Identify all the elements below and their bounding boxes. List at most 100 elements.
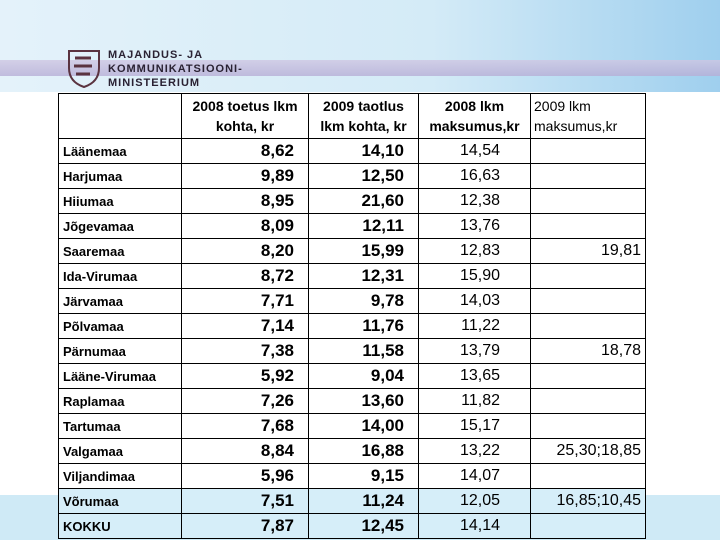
table-row: KOKKU 7,87 12,45 14,14: [58, 513, 646, 539]
table-cell: 12,11: [308, 213, 419, 239]
cell-text: 11,58: [362, 341, 404, 360]
table-row: Viljandimaa 5,96 9,15 14,07: [58, 463, 646, 489]
header-cell: 2009 lkm maksumus,kr: [530, 93, 646, 139]
table-cell: Viljandimaa: [58, 463, 182, 489]
cell-text: 8,84: [260, 441, 294, 460]
cell-text: 13,76: [459, 217, 500, 234]
table-cell: Harjumaa: [58, 163, 182, 189]
cell-text: 12,50: [361, 166, 404, 185]
table-cell: 15,90: [418, 263, 531, 289]
table-cell: [530, 213, 646, 239]
cell-text: 11,22: [461, 317, 500, 334]
logo-line: MAJANDUS- JA: [108, 49, 204, 61]
table-cell: 15,17: [418, 413, 531, 439]
table-cell: 7,71: [181, 288, 309, 314]
table-cell: [530, 313, 646, 339]
table-cell: 16,85;10,45: [530, 488, 646, 514]
table-cell: 14,14: [418, 513, 531, 539]
table-row: Ida-Virumaa 8,72 12,31 15,90: [58, 263, 646, 289]
table-cell: 11,58: [308, 338, 419, 364]
table-cell: Ida-Virumaa: [58, 263, 182, 289]
cell-text: 7,68: [260, 416, 294, 435]
table-cell: 5,92: [181, 363, 309, 389]
table-cell: 13,76: [418, 213, 531, 239]
table-cell: 7,87: [181, 513, 309, 539]
table-cell: 5,96: [181, 463, 309, 489]
header-band: [0, 0, 720, 92]
cell-text: 13,65: [459, 367, 500, 384]
header-text: 2009 taotlus: [323, 98, 404, 114]
cell-text: 11,76: [362, 316, 404, 335]
table-row: Harjumaa 9,89 12,50 16,63: [58, 163, 646, 189]
table-cell: [530, 263, 646, 289]
table-cell: 7,51: [181, 488, 309, 514]
cell-text: 19,81: [600, 242, 641, 259]
cell-text: 12,11: [362, 216, 404, 235]
table-cell: 12,50: [308, 163, 419, 189]
header-text: 2008 lkm: [444, 98, 505, 114]
cell-text: 14,10: [361, 141, 404, 160]
table-row: Läänemaa 8,62 14,10 14,54: [58, 138, 646, 164]
cell-text: 14,00: [361, 416, 404, 435]
header-cell: 2008 toetus lkm kohta, kr: [181, 93, 309, 139]
table-cell: 9,89: [181, 163, 309, 189]
table-cell: 14,00: [308, 413, 419, 439]
table-cell: 11,76: [308, 313, 419, 339]
cell-text: Läänemaa: [63, 143, 127, 159]
table-cell: Võrumaa: [58, 488, 182, 514]
header-cell: 2008 lkm maksumus,kr: [418, 93, 531, 139]
table-cell: 12,83: [418, 238, 531, 264]
cell-text: 8,95: [260, 191, 294, 210]
table-cell: [530, 188, 646, 214]
cell-text: 9,78: [370, 291, 404, 310]
header-text: 2008 toetus lkm: [192, 98, 298, 114]
table-row: Hiiumaa 8,95 21,60 12,38: [58, 188, 646, 214]
logo-text: MAJANDUS- JA KOMMUNIKATSIOONI- MINISTEERIU…: [108, 48, 243, 90]
cell-text: 12,05: [459, 492, 500, 509]
table-cell: 14,07: [418, 463, 531, 489]
table-cell: 21,60: [308, 188, 419, 214]
cell-text: Hiiumaa: [63, 193, 114, 209]
table-cell: 12,38: [418, 188, 531, 214]
table-cell: 13,65: [418, 363, 531, 389]
table-row: Raplamaa 7,26 13,60 11,82: [58, 388, 646, 414]
table-row: Jõgevamaa 8,09 12,11 13,76: [58, 213, 646, 239]
cell-text: 16,88: [361, 441, 404, 460]
cell-text: 7,71: [260, 291, 294, 310]
cell-text: 5,92: [260, 366, 294, 385]
data-table: 2008 toetus lkm kohta, kr 2009 taotlus lkm …: [58, 93, 646, 539]
logo-line: MINISTEERIUM: [108, 77, 201, 89]
table-row: Järvamaa 7,71 9,78 14,03: [58, 288, 646, 314]
cell-text: 12,83: [459, 242, 500, 259]
table-cell: 13,22: [418, 438, 531, 464]
cell-text: Raplamaa: [63, 393, 125, 409]
table-cell: 8,95: [181, 188, 309, 214]
table-row: Tartumaa 7,68 14,00 15,17: [58, 413, 646, 439]
table-cell: 25,30;18,85: [530, 438, 646, 464]
table-cell: 13,79: [418, 338, 531, 364]
table-cell: [530, 388, 646, 414]
cell-text: 12,38: [459, 192, 500, 209]
header-text: 2009 lkm: [534, 98, 591, 114]
table-cell: Saaremaa: [58, 238, 182, 264]
cell-text: 14,07: [459, 467, 500, 484]
cell-text: 9,89: [260, 166, 294, 185]
table-cell: 9,78: [308, 288, 419, 314]
table-cell: 15,99: [308, 238, 419, 264]
table-cell: 16,88: [308, 438, 419, 464]
cell-text: 7,51: [260, 491, 294, 510]
cell-text: 14,54: [459, 142, 500, 159]
table-cell: Raplamaa: [58, 388, 182, 414]
cell-text: Harjumaa: [63, 168, 123, 184]
header-text: kohta, kr: [215, 118, 275, 134]
table-cell: Valgamaa: [58, 438, 182, 464]
header-cell: 2009 taotlus lkm kohta, kr: [308, 93, 419, 139]
table-row: Pärnumaa 7,38 11,58 13,79 18,78: [58, 338, 646, 364]
cell-text: 11,82: [461, 392, 500, 409]
cell-text: Ida-Virumaa: [63, 268, 138, 284]
table-cell: [530, 513, 646, 539]
table-cell: 14,54: [418, 138, 531, 164]
table-cell: 8,84: [181, 438, 309, 464]
table-cell: 12,05: [418, 488, 531, 514]
